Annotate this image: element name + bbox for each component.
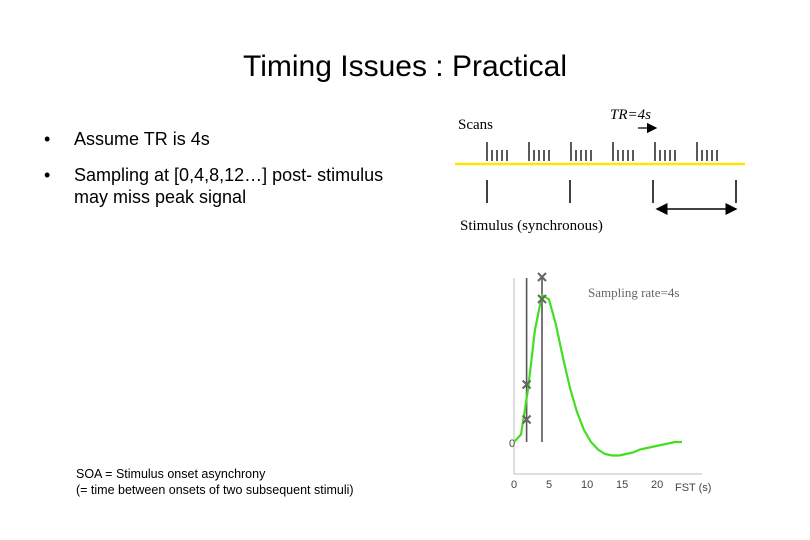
bullet-item: • Assume TR is 4s bbox=[44, 128, 444, 150]
sample-markers bbox=[521, 272, 547, 425]
sample-x-marker bbox=[521, 379, 532, 390]
stimulus-label: Stimulus (synchronous) bbox=[460, 218, 603, 234]
sample-x-marker bbox=[521, 414, 532, 425]
bullet-text-continued: may miss peak signal bbox=[74, 187, 247, 207]
hrf-plot: 0 Sampling rate=4s 0 5 10 15 20 FST (s) bbox=[509, 272, 711, 494]
scans-label: Scans bbox=[458, 117, 493, 133]
footnote-line: SOA = Stimulus onset asynchrony bbox=[76, 467, 266, 481]
timing-diagram: Scans TR=4s Stimulus (synchronous) bbox=[455, 107, 745, 234]
bullet-marker: • bbox=[44, 165, 51, 185]
x-tick-label: 20 bbox=[651, 479, 663, 491]
slide-title: Timing Issues : Practical bbox=[243, 50, 567, 83]
stimulus-ticks bbox=[486, 180, 737, 203]
sample-x-marker bbox=[537, 272, 547, 282]
x-tick-label: 5 bbox=[546, 479, 552, 491]
tr-label: TR=4s bbox=[610, 107, 651, 123]
hrf-curve bbox=[513, 293, 682, 457]
bullet-list: • Assume TR is 4s • Sampling at [0,4,8,1… bbox=[44, 128, 444, 222]
x-stroke bbox=[521, 379, 532, 390]
bullet-item: • Sampling at [0,4,8,12…] post- stimulus… bbox=[44, 164, 444, 208]
plot-area bbox=[514, 278, 702, 473]
bullet-text: Assume TR is 4s bbox=[74, 129, 210, 149]
bullet-marker: • bbox=[44, 129, 51, 149]
sampling-rate-label: Sampling rate=4s bbox=[588, 285, 679, 300]
x-stroke bbox=[537, 294, 547, 304]
y-zero-label: 0 bbox=[509, 438, 515, 450]
x-stroke bbox=[521, 414, 532, 425]
soa-footnote: SOA = Stimulus onset asynchrony (= time … bbox=[76, 466, 476, 498]
x-tick-labels: 0 5 10 15 20 bbox=[511, 479, 663, 491]
footnote-line: (= time between onsets of two subsequent… bbox=[76, 483, 354, 497]
scan-ticks bbox=[486, 142, 718, 161]
bullet-text: Sampling at [0,4,8,12…] post- stimulus bbox=[74, 165, 384, 185]
x-tick-label: 0 bbox=[511, 479, 517, 491]
x-axis-label: FST (s) bbox=[675, 482, 711, 494]
x-stroke bbox=[537, 272, 547, 282]
x-tick-label: 10 bbox=[581, 479, 593, 491]
x-tick-label: 15 bbox=[616, 479, 628, 491]
sample-x-marker bbox=[537, 294, 547, 304]
sample-lines bbox=[525, 278, 543, 442]
